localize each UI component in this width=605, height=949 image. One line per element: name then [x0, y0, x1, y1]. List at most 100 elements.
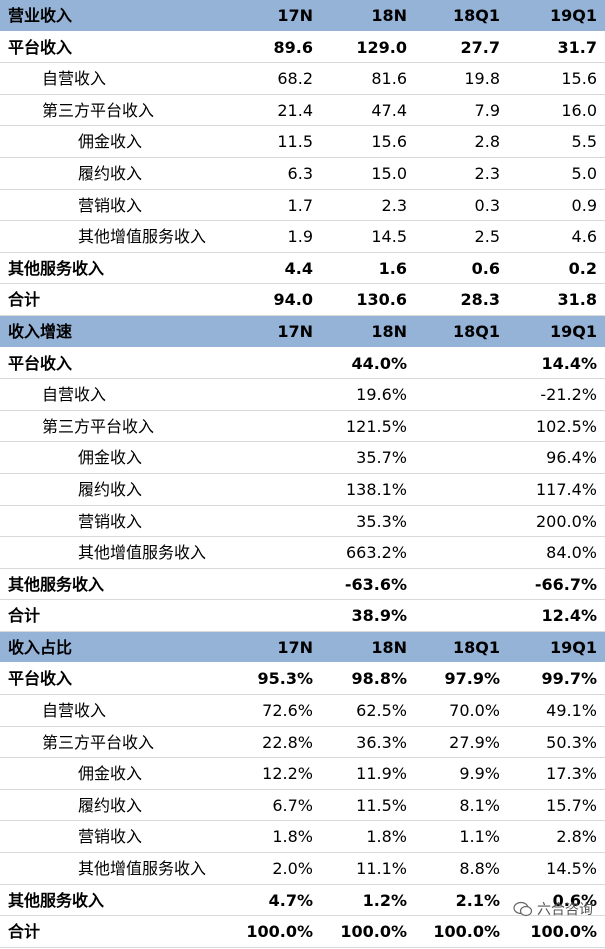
table-row: 第三方平台收入 121.5% 102.5%: [0, 411, 605, 443]
cell-value: 200.0%: [535, 511, 597, 531]
cell-value: 1.8%: [366, 827, 407, 847]
cell-value: 138.1%: [345, 479, 407, 499]
cell-value: 4.6: [571, 227, 597, 247]
table-row: 其他服务收入 -63.6% -66.7%: [0, 569, 605, 601]
table-row: 平台收入 95.3% 98.8% 97.9% 99.7%: [0, 663, 605, 696]
column-header: 18Q1: [453, 6, 500, 25]
cell-value: 11.5: [277, 132, 313, 152]
cell-value: 11.9%: [356, 764, 407, 784]
cell-value: 0.3: [474, 195, 500, 215]
cell-value: 8.1%: [459, 795, 500, 815]
row-label: 合计: [8, 606, 41, 626]
table-row: 第三方平台收入 21.4 47.4 7.9 16.0: [0, 95, 605, 127]
cell-value: 50.3%: [546, 732, 597, 752]
row-label: 佣金收入: [78, 132, 143, 152]
table-row: 自营收入 68.2 81.6 19.8 15.6: [0, 63, 605, 95]
section-title: 收入占比: [8, 637, 73, 657]
table-row: 佣金收入 35.7% 96.4%: [0, 442, 605, 474]
cell-value: 94.0: [273, 290, 313, 310]
row-label: 其他服务收入: [8, 258, 105, 278]
cell-value: 8.8%: [459, 859, 500, 879]
cell-value: 100.0%: [530, 922, 597, 942]
row-label: 其他服务收入: [8, 574, 105, 594]
table-row: 平台收入 44.0% 14.4%: [0, 348, 605, 380]
row-label: 第三方平台收入: [42, 732, 155, 752]
row-label: 自营收入: [42, 701, 107, 721]
section-title: 营业收入: [8, 6, 73, 25]
watermark-text: 六合咨询: [537, 902, 593, 918]
row-label: 其他增值服务收入: [78, 543, 207, 563]
cell-value: 95.3%: [257, 669, 313, 689]
row-label: 履约收入: [78, 479, 143, 499]
cell-value: -66.7%: [534, 574, 597, 594]
cell-value: 2.3: [474, 163, 500, 183]
cell-value: 19.6%: [356, 385, 407, 405]
table-row: 佣金收入 12.2% 11.9% 9.9% 17.3%: [0, 758, 605, 790]
cell-value: 1.1%: [459, 827, 500, 847]
cell-value: 21.4: [277, 100, 313, 120]
column-header: 19Q1: [550, 321, 597, 341]
cell-value: 98.8%: [351, 669, 407, 689]
cell-value: 2.0%: [272, 859, 313, 879]
row-label: 其他服务收入: [8, 890, 105, 910]
row-label: 履约收入: [78, 163, 143, 183]
cell-value: 100.0%: [246, 922, 313, 942]
cell-value: 12.2%: [262, 764, 313, 784]
table-row: 履约收入 6.3 15.0 2.3 5.0: [0, 158, 605, 190]
section-title: 收入增速: [8, 321, 73, 341]
cell-value: 84.0%: [546, 543, 597, 563]
cell-value: 16.0: [561, 100, 597, 120]
cell-value: 47.4: [371, 100, 407, 120]
cell-value: 130.6: [356, 290, 407, 310]
cell-value: 5.5: [571, 132, 597, 152]
cell-value: 89.6: [273, 37, 313, 57]
row-label: 营销收入: [78, 511, 143, 531]
row-label: 其他增值服务收入: [78, 859, 207, 879]
cell-value: 28.3: [460, 290, 500, 310]
cell-value: 4.7%: [268, 890, 313, 910]
section-header: 收入占比 17N 18N 18Q1 19Q1: [0, 631, 605, 664]
cell-value: 117.4%: [535, 479, 597, 499]
cell-value: 5.0: [571, 163, 597, 183]
cell-value: 6.3: [287, 163, 313, 183]
table-row: 平台收入 89.6 129.0 27.7 31.7: [0, 32, 605, 64]
column-header: 18Q1: [453, 321, 500, 341]
row-label: 佣金收入: [78, 764, 143, 784]
column-header: 17N: [277, 6, 313, 25]
cell-value: 68.2: [277, 69, 313, 89]
cell-value: 49.1%: [546, 701, 597, 721]
section-header: 营业收入 17N 18N 18Q1 19Q1: [0, 0, 605, 32]
cell-value: 129.0: [356, 37, 407, 57]
cell-value: 1.6: [378, 258, 407, 278]
table-row: 其他增值服务收入 2.0% 11.1% 8.8% 14.5%: [0, 853, 605, 885]
table-row: 自营收入 72.6% 62.5% 70.0% 49.1%: [0, 695, 605, 727]
cell-value: 7.9: [474, 100, 500, 120]
table-row: 自营收入 19.6% -21.2%: [0, 379, 605, 411]
table-row: 其他增值服务收入 663.2% 84.0%: [0, 537, 605, 569]
table-row: 其他服务收入 4.7% 1.2% 2.1% 0.6%: [0, 885, 605, 917]
section-header: 收入增速 17N 18N 18Q1 19Q1: [0, 315, 605, 348]
cell-value: 35.3%: [356, 511, 407, 531]
cell-value: 62.5%: [356, 701, 407, 721]
row-label: 平台收入: [8, 353, 73, 373]
row-label: 营销收入: [78, 827, 143, 847]
cell-value: 15.6: [371, 132, 407, 152]
cell-value: 1.8%: [272, 827, 313, 847]
cell-value: 1.2%: [362, 890, 407, 910]
wechat-icon: [513, 901, 533, 917]
cell-value: 36.3%: [356, 732, 407, 752]
column-header: 19Q1: [550, 637, 597, 657]
cell-value: 38.9%: [351, 606, 407, 626]
row-label: 履约收入: [78, 795, 143, 815]
table-row: 营销收入 35.3% 200.0%: [0, 506, 605, 538]
cell-value: 31.7: [557, 37, 597, 57]
cell-value: 2.5: [474, 227, 500, 247]
row-label: 平台收入: [8, 669, 73, 689]
row-label: 合计: [8, 922, 41, 942]
table-row: 佣金收入 11.5 15.6 2.8 5.5: [0, 126, 605, 158]
table-row: 合计 38.9% 12.4%: [0, 600, 605, 632]
cell-value: 663.2%: [345, 543, 407, 563]
column-header: 18N: [371, 637, 407, 657]
row-label: 第三方平台收入: [42, 416, 155, 436]
